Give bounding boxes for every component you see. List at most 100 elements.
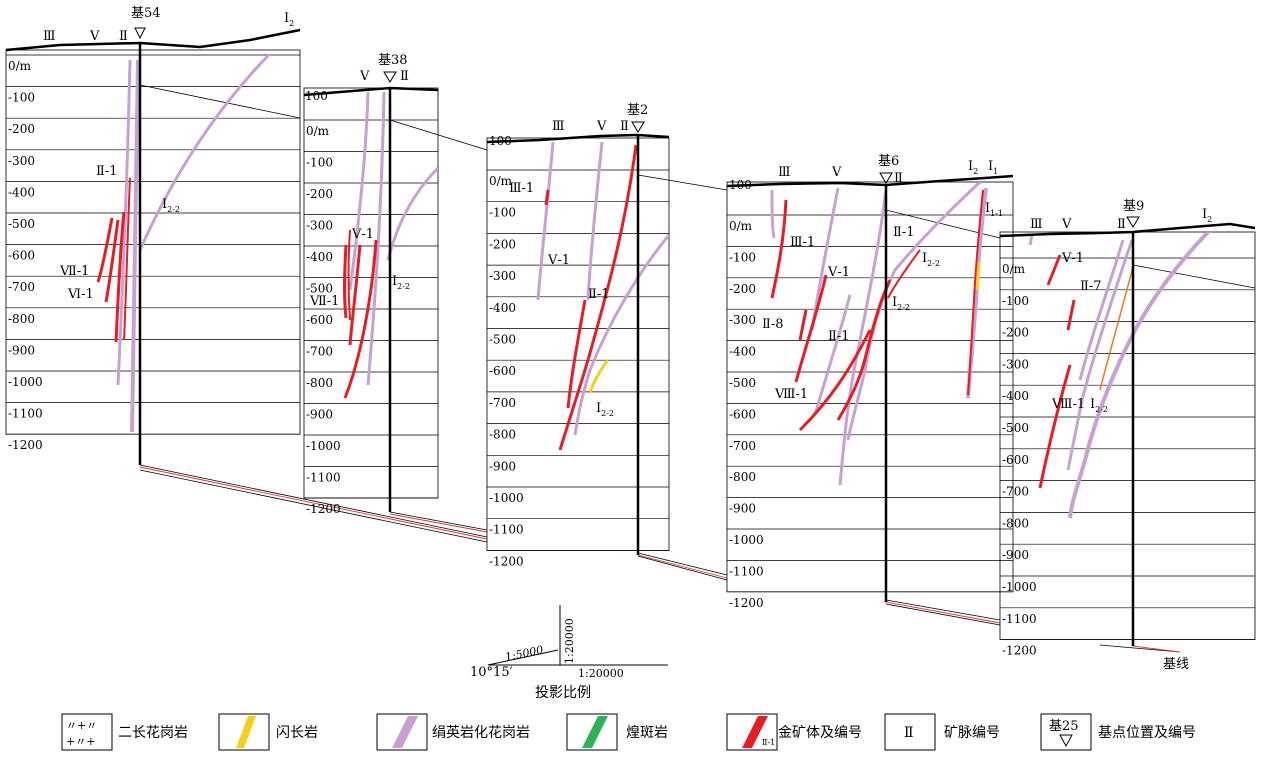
depth-label: 0/m — [729, 219, 753, 233]
section-4-vein-label: Ⅰ1 — [988, 159, 998, 176]
section-5-base-point: 基9 — [1123, 199, 1144, 214]
scale-horizontal-ratio: 1:5000 — [504, 643, 545, 664]
diorite-swatch-icon — [236, 716, 256, 748]
depth-label: -1200 — [729, 596, 764, 610]
section-4-label: Ⅱ-8 — [762, 317, 784, 332]
depth-label: -1100 — [8, 407, 43, 421]
section-5-vein-label: Ⅱ — [1117, 217, 1126, 232]
section-3-grid: 0/m -100 -200 -300 -400 -500 -600 -700 -800 -900 -… — [486, 137, 670, 568]
section-2-label: Ⅰ2-2 — [392, 274, 410, 291]
section-1-base-marker-icon — [134, 27, 146, 40]
section-frame — [999, 231, 1256, 641]
section-4-label: Ⅰ2-2 — [922, 251, 940, 268]
depth-label: -500 — [8, 217, 35, 231]
depth-label: -300 — [306, 219, 333, 233]
ore-swatch-icon — [742, 716, 768, 748]
section-1-base-point: 基54 — [131, 6, 161, 21]
section-4-vein-label: Ⅲ — [778, 165, 791, 180]
section-jizi54: 0/m -100 -200 -300 -400 -500 -600 -700 -800 -900 -… — [5, 6, 301, 465]
section-5-label: Ⅷ-1 — [1051, 397, 1085, 412]
lamprophyre-swatch-icon — [582, 716, 608, 748]
depth-label: -800 — [8, 312, 35, 326]
baseline-label: 基线 — [1163, 657, 1189, 672]
svg-text:绢英岩化花岗岩: 绢英岩化花岗岩 — [432, 724, 530, 741]
depth-label: -900 — [1002, 548, 1029, 562]
svg-text:Ⅱ-1: Ⅱ-1 — [762, 738, 775, 747]
base-point-triangle-icon — [1059, 734, 1073, 748]
section-5-grid: 0/m -100 -200 -300 -400 -500 -600 -700 -800 -900 -… — [999, 231, 1256, 658]
section-4-label: Ⅴ-1 — [827, 265, 850, 280]
depth-label: -1100 — [729, 564, 764, 578]
section-frame — [5, 49, 301, 435]
depth-label: -700 — [729, 439, 756, 453]
section-4-label: Ⅰ2-2 — [892, 295, 910, 312]
depth-label: -800 — [1002, 516, 1029, 530]
depth-label: -400 — [306, 250, 333, 264]
section-1-vein-label: Ⅴ — [89, 29, 100, 44]
projection-scale: 10°15′ 1:5000 1:20000 1:20000 投影比例 — [470, 605, 668, 701]
section-5-label: Ⅱ-7 — [1080, 279, 1102, 294]
section-4-label: Ⅱ-1 — [828, 329, 850, 344]
section-5-vein-label: Ⅲ — [1030, 217, 1043, 232]
section-2-grid: 0/m -100 -200 -300 -400 -500 -600 -700 -800 -900 -… — [303, 87, 439, 516]
depth-label: -500 — [1002, 421, 1029, 435]
section-4-grid: 0/m -100 -200 -300 -400 -500 -600 -700 -800 -900 -… — [726, 181, 1014, 610]
depth-label: -300 — [8, 154, 35, 168]
depth-label: -400 — [8, 185, 35, 199]
section-4-vein-label: Ⅱ — [894, 171, 903, 186]
section-connectors — [139, 84, 1256, 653]
section-4-vein-label: Ⅰ2 — [968, 159, 978, 176]
section-3-vein-label: Ⅴ — [596, 119, 607, 134]
depth-label: -700 — [8, 280, 35, 294]
depth-label: -600 — [489, 364, 516, 378]
depth-label: -100 — [1002, 294, 1029, 308]
section-1-label: Ⅶ-1 — [59, 264, 89, 279]
depth-label: -100 — [729, 250, 756, 264]
section-jizi38: 0/m -100 -200 -300 -400 -500 -600 -700 -800 -900 -… — [303, 53, 439, 516]
section-4-base-marker-icon — [879, 172, 893, 184]
depth-label: 0/m — [306, 124, 330, 138]
section-2-vein-label: Ⅴ — [359, 69, 370, 84]
depth-label: -200 — [1002, 326, 1029, 340]
depth-label: -300 — [729, 313, 756, 327]
depth-label: -1100 — [1002, 612, 1037, 626]
section-2-top-label: 100 — [305, 89, 328, 103]
depth-label: -900 — [489, 459, 516, 473]
depth-label: -700 — [489, 396, 516, 410]
depth-label: 0/m — [489, 174, 513, 188]
depth-label: -1100 — [306, 471, 341, 485]
section-3-top-label: 100 — [489, 134, 512, 148]
section-5-vein-label: Ⅰ2 — [1202, 207, 1212, 224]
section-5-base-marker-icon — [1126, 216, 1140, 228]
section-2-base-point: 基38 — [378, 53, 408, 68]
svg-text:煌斑岩: 煌斑岩 — [626, 725, 668, 741]
depth-label: -700 — [306, 345, 333, 359]
section-5-label: Ⅴ-1 — [1061, 251, 1084, 266]
section-1-vein-label: Ⅱ — [119, 29, 128, 44]
section-jizi9: 0/m -100 -200 -300 -400 -500 -600 -700 -800 -900 -… — [999, 199, 1256, 672]
section-4-label: Ⅱ-1 — [893, 225, 915, 240]
depth-label: -400 — [729, 345, 756, 359]
section-2-label: Ⅶ-1 — [309, 294, 339, 309]
scale-angle: 10°15′ — [470, 665, 513, 680]
svg-text:闪长岩: 闪长岩 — [276, 725, 318, 741]
section-4-label: Ⅷ-1 — [774, 387, 808, 402]
svg-text:Ⅱ: Ⅱ — [904, 725, 914, 741]
section-4-base-point: 基6 — [878, 154, 899, 169]
depth-label: -1000 — [489, 491, 524, 505]
section-3-base-marker-icon — [631, 121, 645, 133]
depth-label: -100 — [8, 91, 35, 105]
depth-label: -1000 — [8, 375, 43, 389]
depth-label: -500 — [489, 333, 516, 347]
section-4-vein-label: Ⅴ — [831, 165, 842, 180]
legend-item-lamprophyre: 煌斑岩 — [566, 713, 668, 751]
depth-label: -400 — [1002, 389, 1029, 403]
section-1-grid: 0/m -100 -200 -300 -400 -500 -600 -700 -800 -900 -… — [5, 49, 301, 452]
section-5-vein-label: Ⅴ — [1061, 217, 1072, 232]
section-connectors-red — [139, 466, 1181, 653]
depth-label: -700 — [1002, 485, 1029, 499]
section-3-vein-label: Ⅱ — [620, 119, 629, 134]
section-1-label: Ⅱ-1 — [96, 164, 118, 179]
legend-item-granite: 〃+〃 +〃+ 二长花岗岩 — [61, 713, 188, 751]
